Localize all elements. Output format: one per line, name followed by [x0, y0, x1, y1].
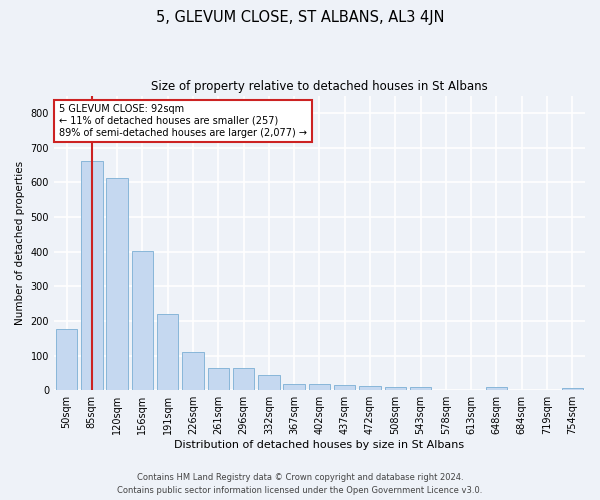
- Bar: [385, 388, 406, 390]
- Text: 5, GLEVUM CLOSE, ST ALBANS, AL3 4JN: 5, GLEVUM CLOSE, ST ALBANS, AL3 4JN: [156, 10, 444, 25]
- Bar: [410, 388, 431, 390]
- Bar: [56, 328, 77, 390]
- X-axis label: Distribution of detached houses by size in St Albans: Distribution of detached houses by size …: [175, 440, 464, 450]
- Bar: [182, 352, 204, 390]
- Bar: [131, 251, 153, 390]
- Bar: [258, 375, 280, 390]
- Bar: [157, 314, 178, 390]
- Bar: [334, 384, 355, 390]
- Bar: [486, 388, 507, 390]
- Bar: [309, 384, 330, 390]
- Bar: [106, 178, 128, 390]
- Title: Size of property relative to detached houses in St Albans: Size of property relative to detached ho…: [151, 80, 488, 93]
- Bar: [208, 368, 229, 390]
- Bar: [233, 368, 254, 390]
- Bar: [81, 162, 103, 390]
- Y-axis label: Number of detached properties: Number of detached properties: [15, 161, 25, 325]
- Text: Contains HM Land Registry data © Crown copyright and database right 2024.
Contai: Contains HM Land Registry data © Crown c…: [118, 474, 482, 495]
- Bar: [359, 386, 381, 390]
- Bar: [283, 384, 305, 390]
- Bar: [562, 388, 583, 390]
- Text: 5 GLEVUM CLOSE: 92sqm
← 11% of detached houses are smaller (257)
89% of semi-det: 5 GLEVUM CLOSE: 92sqm ← 11% of detached …: [59, 104, 307, 138]
